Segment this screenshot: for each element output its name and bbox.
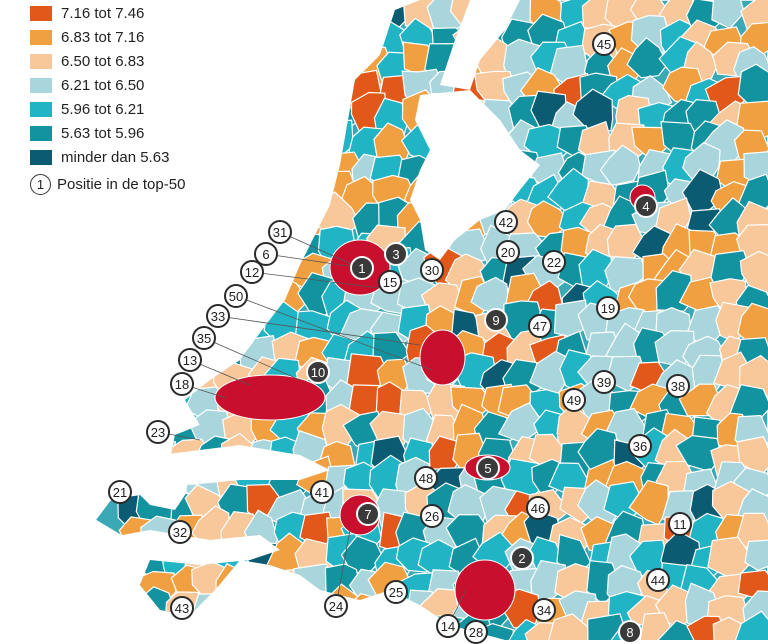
legend-item: 7.16 tot 7.46 <box>30 2 144 24</box>
rank-marker: 22 <box>542 250 566 274</box>
rank-marker: 50 <box>224 284 248 308</box>
legend-item: minder dan 5.63 <box>30 146 169 168</box>
rank-marker: 28 <box>464 620 488 644</box>
legend-swatch <box>30 6 52 21</box>
rank-marker: 13 <box>178 348 202 372</box>
rank-marker: 25 <box>384 580 408 604</box>
rank-marker: 24 <box>324 594 348 618</box>
rank-marker: 12 <box>240 260 264 284</box>
rank-marker: 41 <box>310 480 334 504</box>
rank-marker: 32 <box>168 520 192 544</box>
rank-marker: 39 <box>592 370 616 394</box>
rank-marker: 14 <box>436 614 460 638</box>
legend-item: 6.21 tot 6.50 <box>30 74 144 96</box>
rank-marker: 20 <box>496 240 520 264</box>
rank-marker: 10 <box>306 360 330 384</box>
top50-highlight-area <box>455 560 515 620</box>
rank-marker: 43 <box>170 596 194 620</box>
legend-swatch <box>30 54 52 69</box>
legend-swatch <box>30 150 52 165</box>
rank-marker: 1 <box>350 256 374 280</box>
rank-marker: 30 <box>420 258 444 282</box>
legend-swatch <box>30 78 52 93</box>
top50-highlight-area <box>420 330 465 385</box>
rank-marker: 9 <box>484 308 508 332</box>
legend-marker-symbol: 1 <box>30 174 51 195</box>
rank-marker: 44 <box>646 568 670 592</box>
rank-marker: 45 <box>592 32 616 56</box>
legend-marker-item: 1 Positie in de top-50 <box>30 172 185 196</box>
legend-label: 5.63 tot 5.96 <box>61 125 144 142</box>
rank-marker: 23 <box>146 420 170 444</box>
rank-marker: 31 <box>268 220 292 244</box>
rank-marker: 35 <box>192 326 216 350</box>
rank-marker: 49 <box>562 388 586 412</box>
rank-marker: 7 <box>356 502 380 526</box>
legend-item: 6.83 tot 7.16 <box>30 26 144 48</box>
rank-marker: 42 <box>494 210 518 234</box>
top50-highlight-area <box>215 375 325 420</box>
rank-marker: 3 <box>384 242 408 266</box>
rank-marker: 26 <box>420 504 444 528</box>
rank-marker: 2 <box>510 546 534 570</box>
rank-marker: 47 <box>528 314 552 338</box>
rank-marker: 15 <box>378 270 402 294</box>
rank-marker: 48 <box>414 466 438 490</box>
legend-label: 5.96 tot 6.21 <box>61 101 144 118</box>
legend-label: 6.21 tot 6.50 <box>61 77 144 94</box>
legend-item: 6.50 tot 6.83 <box>30 50 144 72</box>
legend-item: 5.96 tot 6.21 <box>30 98 144 120</box>
rank-marker: 21 <box>108 480 132 504</box>
legend-label: 6.83 tot 7.16 <box>61 29 144 46</box>
rank-marker: 38 <box>666 374 690 398</box>
rank-marker: 36 <box>628 434 652 458</box>
legend-swatch <box>30 102 52 117</box>
rank-marker: 5 <box>476 456 500 480</box>
rank-marker: 18 <box>170 372 194 396</box>
rank-marker: 34 <box>532 598 556 622</box>
legend-label: 6.50 tot 6.83 <box>61 53 144 70</box>
legend-swatch <box>30 126 52 141</box>
rank-marker: 11 <box>668 512 692 536</box>
rank-marker: 46 <box>526 496 550 520</box>
rank-marker: 8 <box>618 620 642 644</box>
rank-marker: 4 <box>634 194 658 218</box>
rank-marker: 33 <box>206 304 230 328</box>
legend-item: 5.63 tot 5.96 <box>30 122 144 144</box>
rank-marker: 19 <box>596 296 620 320</box>
legend-label: minder dan 5.63 <box>61 149 169 166</box>
legend-swatch <box>30 30 52 45</box>
legend-label: 7.16 tot 7.46 <box>61 5 144 22</box>
legend-marker-label: Positie in de top-50 <box>57 176 185 193</box>
